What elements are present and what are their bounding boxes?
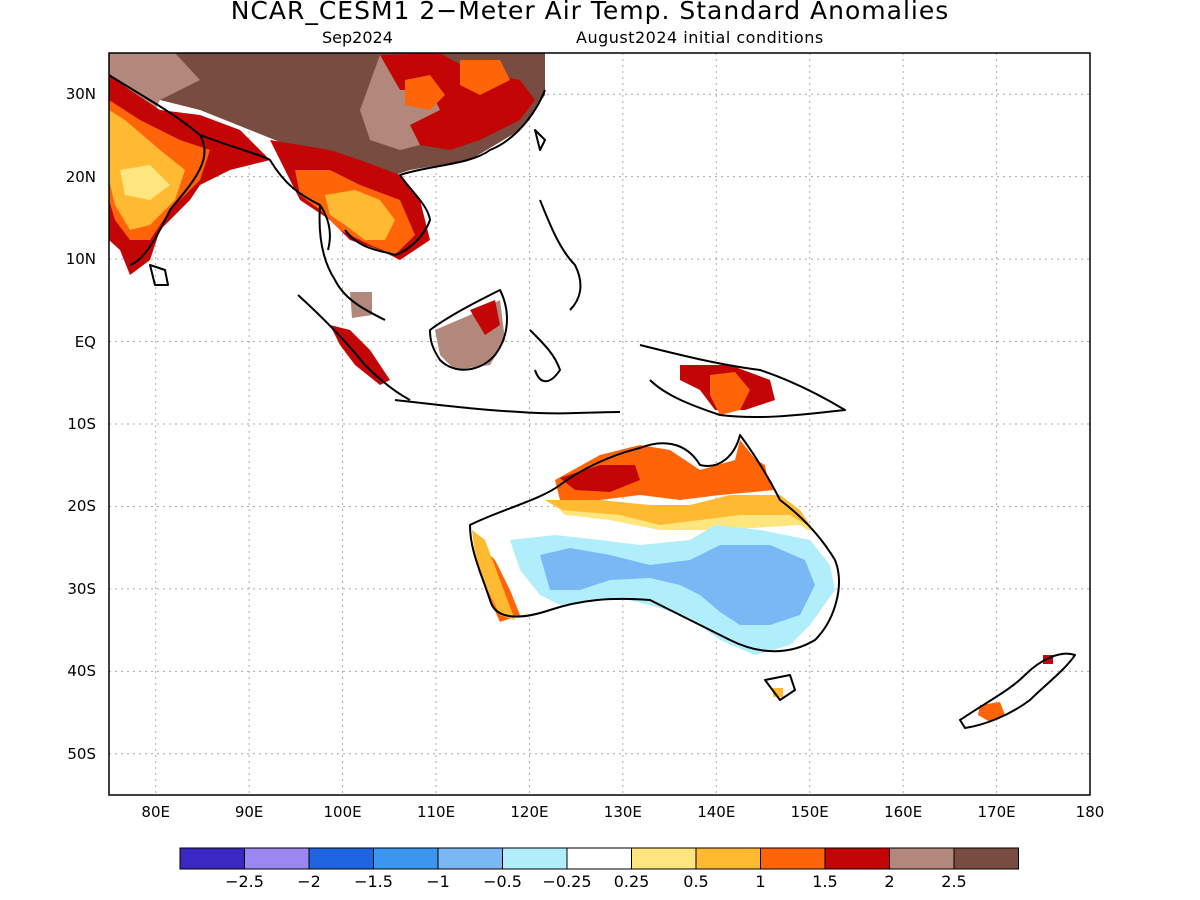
colorbar-label: −1.5 xyxy=(354,872,393,891)
lat-tick-label: EQ xyxy=(74,332,96,351)
lat-tick-label: 30S xyxy=(67,579,96,598)
lat-tick-label: 50S xyxy=(67,744,96,763)
colorbar-label: 2.5 xyxy=(941,872,967,891)
lon-tick-label: 110E xyxy=(416,803,456,821)
newzealand-orange xyxy=(978,702,1005,722)
lon-tick-label: 160E xyxy=(884,803,923,821)
asia-coast xyxy=(109,74,546,266)
srilanka-coast xyxy=(149,264,169,286)
java-coast xyxy=(394,399,621,415)
colorbar-swatch xyxy=(695,847,761,870)
asia-orange-spot xyxy=(405,60,510,110)
malay-tan xyxy=(350,292,372,318)
chart-title: NCAR_CESM1 2−Meter Air Temp. Standard An… xyxy=(230,0,950,25)
lat-tick-label: 10S xyxy=(67,415,96,433)
tasmania-coast xyxy=(764,674,796,701)
australia-coast xyxy=(469,434,840,653)
colorbar-label: −0.5 xyxy=(483,872,522,891)
australia-yellow xyxy=(545,495,810,530)
colorbar-swatch xyxy=(373,847,439,870)
colorbar-label: 1.5 xyxy=(812,872,838,891)
colorbar-swatch xyxy=(244,847,310,870)
colorbar-label: 0.25 xyxy=(613,872,650,891)
sumatra-coast xyxy=(297,294,411,401)
lon-tick-label: 140E xyxy=(697,803,736,821)
lon-tick-label: 100E xyxy=(323,803,362,821)
lat-tick-label: 20N xyxy=(65,167,96,186)
lat-tick-label: 20S xyxy=(67,497,96,516)
initial-conditions: August2024 initial conditions xyxy=(576,28,824,47)
graticule xyxy=(109,53,1090,795)
sulawesi-coast xyxy=(529,329,561,383)
colorbar-label: 2 xyxy=(884,872,895,891)
colorbar-swatch xyxy=(953,847,1019,870)
colorbar-swatch xyxy=(437,847,503,870)
colorbar-swatch xyxy=(308,847,374,870)
borneo-coast xyxy=(429,289,508,371)
australia-northeast-orange xyxy=(738,450,770,490)
lat-tick-label: 10N xyxy=(65,250,96,269)
plot-frame xyxy=(108,52,1091,796)
taiwan-coast xyxy=(534,129,546,151)
newguinea-orange xyxy=(710,372,750,415)
colorbar xyxy=(179,847,1019,870)
lat-tick-label: 30N xyxy=(65,85,96,104)
australia-west-yellow xyxy=(472,530,515,620)
colorbar-swatch xyxy=(824,847,890,870)
sumatra-red xyxy=(330,325,390,385)
lon-tick-label: 90E xyxy=(234,803,264,821)
colorbar-swatch xyxy=(889,847,955,870)
anomaly-fields xyxy=(109,53,1076,729)
lon-tick-label: 120E xyxy=(510,803,549,821)
colorbar-label: −2 xyxy=(297,872,321,891)
indochina-yellow xyxy=(325,190,395,240)
philippines-coast xyxy=(539,199,582,311)
colorbar-label: −1 xyxy=(426,872,450,891)
australia-blue xyxy=(540,545,815,625)
lon-tick-label: 130E xyxy=(603,803,642,821)
newguinea-coast xyxy=(639,344,846,419)
newzealand-coast xyxy=(959,652,1076,729)
colorbar-swatch xyxy=(179,847,245,870)
lon-tick-label: 150E xyxy=(790,803,829,821)
asia-tan-region xyxy=(109,53,470,150)
india-pale xyxy=(120,165,170,200)
colorbar-label: 0.5 xyxy=(683,872,709,891)
malay-coast xyxy=(318,204,386,321)
lon-tick-label: 170E xyxy=(977,803,1016,821)
borneo-red xyxy=(470,300,500,335)
lon-tick-label: 80E xyxy=(141,803,170,821)
lon-tick-label: 180 xyxy=(1075,803,1105,821)
colorbar-label: −0.25 xyxy=(542,872,592,891)
colorbar-label: −2.5 xyxy=(225,872,264,891)
colorbar-swatch xyxy=(502,847,568,870)
lat-tick-label: 40S xyxy=(67,662,96,681)
colorbar-label: 1 xyxy=(755,872,766,891)
colorbar-swatch xyxy=(631,847,697,870)
colorbar-swatch xyxy=(566,847,632,870)
colorbar-swatch xyxy=(760,847,826,870)
forecast-month: Sep2024 xyxy=(322,28,393,47)
